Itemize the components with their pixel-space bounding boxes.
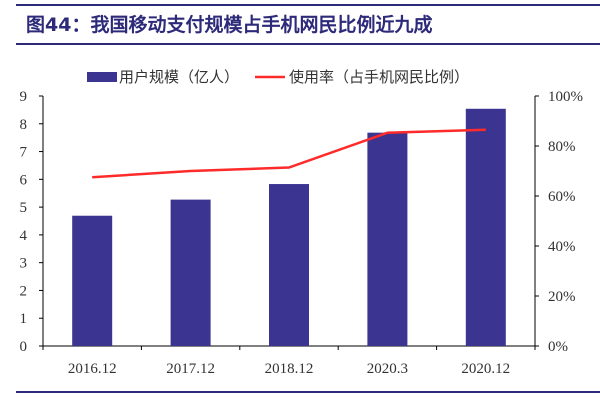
x-tick-label: 2020.3 xyxy=(367,361,408,377)
left-tick-label: 4 xyxy=(20,228,28,244)
legend-label-line: 使用率（占手机网民比例） xyxy=(289,69,469,86)
bar-2017.12 xyxy=(170,199,211,346)
legend: 用户规模（亿人） 使用率（占手机网民比例） xyxy=(87,69,469,86)
left-tick-label: 9 xyxy=(20,89,28,105)
left-tick-label: 7 xyxy=(20,145,28,161)
left-tick-label: 5 xyxy=(20,200,28,216)
right-tick-label: 80% xyxy=(548,139,576,155)
right-tick-label: 0% xyxy=(548,339,568,355)
left-tick-label: 6 xyxy=(20,172,28,188)
bottom-rule xyxy=(16,391,600,393)
bar-2020.12 xyxy=(465,108,506,347)
x-tick-label: 2020.12 xyxy=(461,361,510,377)
right-tick-label: 100% xyxy=(548,89,583,105)
x-tick-label: 2016.12 xyxy=(68,361,117,377)
left-tick-label: 1 xyxy=(20,311,28,327)
x-tick-label: 2018.12 xyxy=(265,361,314,377)
usage-rate-line xyxy=(92,128,486,179)
left-tick-label: 0 xyxy=(20,339,28,355)
legend-label-bar: 用户规模（亿人） xyxy=(119,69,239,86)
x-tick-label: 2017.12 xyxy=(166,361,215,377)
bar-2016.12 xyxy=(72,215,113,346)
left-tick-label: 2 xyxy=(20,283,28,299)
bar-2018.12 xyxy=(269,184,309,346)
right-tick-label: 40% xyxy=(548,239,576,255)
chart-title: 图44：我国移动支付规模占手机网民比例近九成 xyxy=(26,14,433,36)
left-tick-label: 3 xyxy=(20,256,28,272)
title-rule xyxy=(16,43,600,45)
right-tick-label: 20% xyxy=(548,289,576,305)
top-rule xyxy=(16,4,600,6)
right-tick-label: 60% xyxy=(548,189,576,205)
bar-2020.3 xyxy=(367,132,408,346)
left-tick-label: 8 xyxy=(20,117,28,133)
legend-swatch-bar xyxy=(87,72,117,82)
